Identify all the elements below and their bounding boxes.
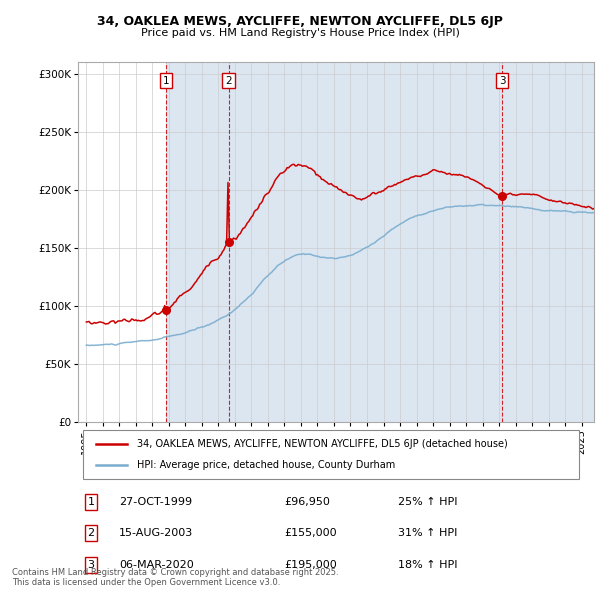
Bar bbox=[502, 62, 594, 422]
FancyBboxPatch shape bbox=[83, 430, 578, 479]
Text: £155,000: £155,000 bbox=[284, 528, 337, 538]
Bar bbox=[229, 62, 502, 422]
Bar bbox=[166, 62, 229, 422]
Text: 18% ↑ HPI: 18% ↑ HPI bbox=[398, 560, 457, 570]
Text: Contains HM Land Registry data © Crown copyright and database right 2025.
This d: Contains HM Land Registry data © Crown c… bbox=[12, 568, 338, 587]
Text: HPI: Average price, detached house, County Durham: HPI: Average price, detached house, Coun… bbox=[137, 460, 395, 470]
Text: 1: 1 bbox=[163, 76, 169, 86]
Text: 06-MAR-2020: 06-MAR-2020 bbox=[119, 560, 194, 570]
Text: 34, OAKLEA MEWS, AYCLIFFE, NEWTON AYCLIFFE, DL5 6JP (detached house): 34, OAKLEA MEWS, AYCLIFFE, NEWTON AYCLIF… bbox=[137, 438, 508, 448]
Text: 2: 2 bbox=[88, 528, 94, 538]
Text: £195,000: £195,000 bbox=[284, 560, 337, 570]
Text: 3: 3 bbox=[88, 560, 94, 570]
Text: 1: 1 bbox=[88, 497, 94, 507]
Text: 2: 2 bbox=[226, 76, 232, 86]
Text: 3: 3 bbox=[499, 76, 505, 86]
Text: £96,950: £96,950 bbox=[284, 497, 330, 507]
Text: 27-OCT-1999: 27-OCT-1999 bbox=[119, 497, 193, 507]
Text: 25% ↑ HPI: 25% ↑ HPI bbox=[398, 497, 457, 507]
Text: 31% ↑ HPI: 31% ↑ HPI bbox=[398, 528, 457, 538]
Text: 15-AUG-2003: 15-AUG-2003 bbox=[119, 528, 194, 538]
Text: 34, OAKLEA MEWS, AYCLIFFE, NEWTON AYCLIFFE, DL5 6JP: 34, OAKLEA MEWS, AYCLIFFE, NEWTON AYCLIF… bbox=[97, 15, 503, 28]
Text: Price paid vs. HM Land Registry's House Price Index (HPI): Price paid vs. HM Land Registry's House … bbox=[140, 28, 460, 38]
